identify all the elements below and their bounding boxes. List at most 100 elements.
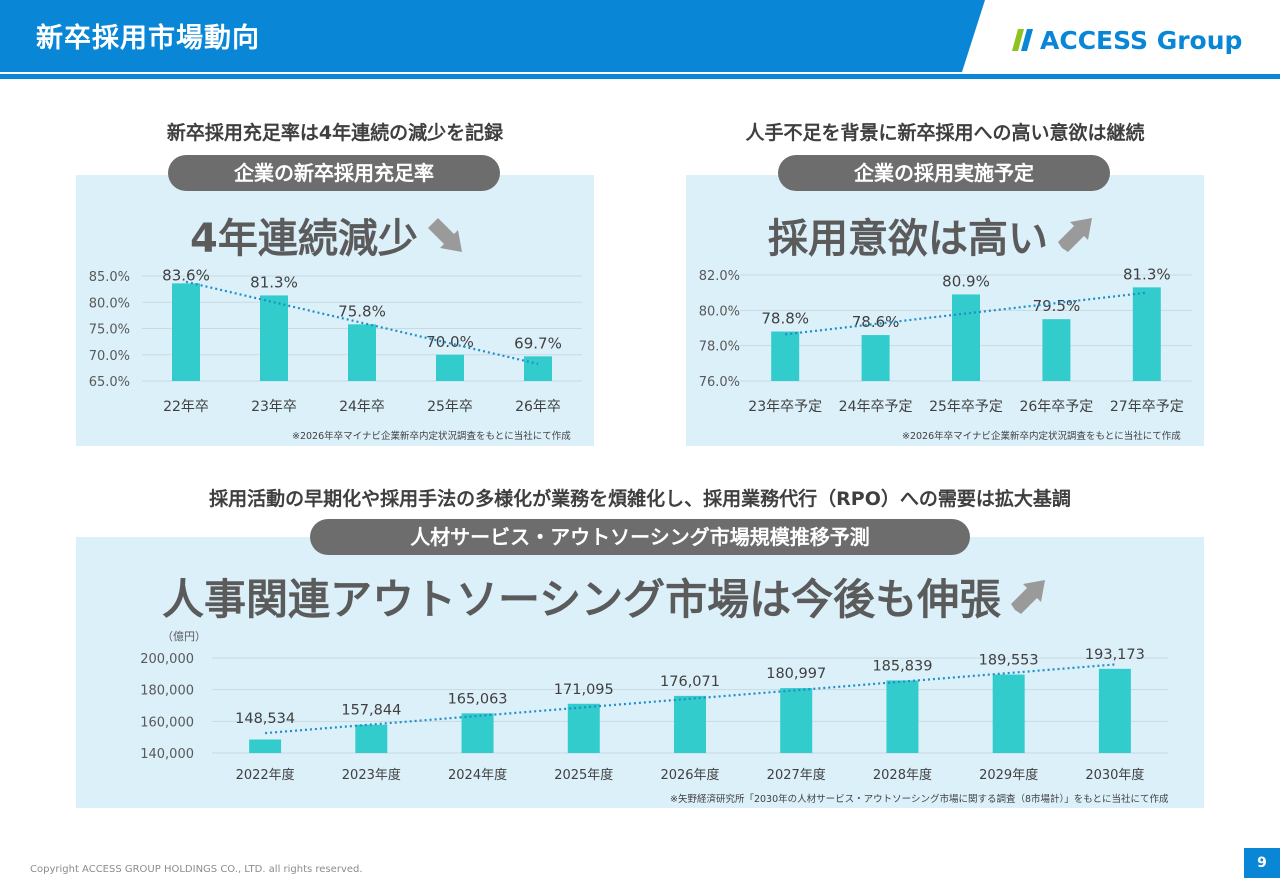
chart-bar [260, 295, 288, 381]
header-bar: 新卒採用市場動向 ACCESS Group [0, 0, 1280, 72]
x-tick-label: 25年卒 [427, 399, 473, 415]
y-tick-label: 200,000 [140, 652, 194, 667]
data-label: 180,997 [766, 666, 826, 682]
x-tick-label: 26年卒予定 [1019, 399, 1093, 415]
chart-bar [567, 703, 600, 753]
x-tick-label: 2025年度 [554, 767, 613, 783]
left-headline: 4年連続減少 [190, 206, 466, 264]
data-label: 176,071 [660, 674, 720, 690]
x-tick-label: 23年卒予定 [748, 399, 822, 415]
x-tick-label: 2028年度 [873, 767, 932, 783]
data-label: 157,844 [341, 703, 401, 719]
data-label: 165,063 [448, 691, 508, 707]
bottom-pill-label: 人材サービス・アウトソーシング市場規模推移予測 [310, 519, 970, 555]
data-label: 75.8% [338, 302, 386, 320]
chart-bar [886, 680, 919, 753]
chart-bar [1042, 319, 1071, 381]
right-headline-text: 採用意欲は高い [768, 216, 1048, 262]
data-label: 171,095 [554, 682, 614, 698]
chart-left: 65.0% 70.0% 75.0% 80.0% 85.0% 83.6% 22年卒 81.3% 2… [89, 266, 582, 415]
data-label: 81.3% [250, 273, 298, 291]
header-divider [0, 74, 1280, 79]
x-tick-label: 24年卒予定 [839, 399, 913, 415]
chart-bar [355, 724, 388, 753]
left-pill-label: 企業の新卒採用充足率 [168, 155, 500, 191]
x-tick-label: 2024年度 [448, 767, 507, 783]
y-tick-label: 160,000 [140, 715, 194, 730]
chart-bar [524, 356, 552, 381]
data-label: 70.0% [426, 333, 474, 351]
y-tick-label: 65.0% [89, 375, 130, 390]
arrow-down-right-icon [427, 218, 462, 252]
x-tick-label: 2022年度 [236, 767, 295, 783]
x-tick-label: 25年卒予定 [929, 399, 1003, 415]
x-tick-label: 26年卒 [515, 399, 561, 415]
bottom-headline: 人事関連アウトソーシング市場は今後も伸張 [162, 566, 1049, 627]
chart-bottom: 140,000 160,000 180,000 200,000 148,534 2022年… [140, 630, 1168, 783]
x-tick-label: 27年卒予定 [1110, 399, 1184, 415]
trend-line [265, 663, 1115, 735]
copyright-text: Copyright ACCESS GROUP HOLDINGS CO., LTD… [30, 864, 363, 875]
x-tick-label: 2030年度 [1085, 767, 1144, 783]
data-label: 148,534 [235, 711, 295, 727]
arrow-up-right-icon [1011, 579, 1046, 614]
chart-bar [861, 335, 890, 381]
company-logo: ACCESS Group [1012, 24, 1242, 56]
chart-bar [249, 739, 282, 753]
bottom-chart-panel [76, 537, 1204, 808]
x-tick-label: 2027年度 [767, 767, 826, 783]
logo-mark-icon [1012, 29, 1033, 51]
bottom-lead-text: 採用活動の早期化や採用手法の多様化が業務を煩雑化し、採用業務代行（RPO）への需… [209, 488, 1071, 510]
data-label: 69.7% [514, 334, 562, 352]
left-headline-text: 4年連続減少 [190, 216, 418, 262]
y-tick-label: 78.0% [699, 340, 740, 355]
page-title: 新卒採用市場動向 [36, 23, 260, 54]
y-tick-label: 80.0% [89, 296, 130, 311]
chart-bar [1098, 668, 1131, 753]
arrow-up-right-icon [1058, 218, 1092, 252]
chart-bar [952, 294, 980, 381]
page-number: 9 [1244, 848, 1280, 878]
y-tick-label: 76.0% [699, 375, 740, 390]
logo-text: ACCESS Group [1040, 25, 1243, 55]
y-tick-label: 80.0% [699, 304, 740, 319]
trend-line [185, 280, 539, 365]
y-tick-label: 180,000 [140, 684, 194, 699]
bottom-headline-text: 人事関連アウトソーシング市場は今後も伸張 [162, 575, 1002, 624]
data-label: 193,173 [1085, 647, 1145, 663]
x-tick-label: 24年卒 [339, 399, 385, 415]
data-label: 189,553 [979, 653, 1039, 669]
x-tick-label: 23年卒 [251, 399, 297, 415]
data-label: 83.6% [162, 266, 210, 284]
data-label: 81.3% [1123, 265, 1171, 283]
y-tick-label: 140,000 [140, 747, 194, 762]
chart-right: 76.0% 78.0% 80.0% 82.0% 78.8% 23年卒予定 78.6% 24年卒… [699, 265, 1192, 415]
chart-bar [674, 695, 706, 753]
chart-bar [1132, 287, 1161, 381]
right-lead-text: 人手不足を背景に新卒採用への高い意欲は継続 [745, 122, 1145, 144]
y-tick-label: 75.0% [89, 323, 130, 338]
chart-bar [436, 354, 464, 381]
data-label: 80.9% [942, 272, 990, 290]
x-tick-label: 2023年度 [342, 767, 401, 783]
x-tick-label: 22年卒 [163, 399, 209, 415]
x-tick-label: 2029年度 [979, 767, 1038, 783]
data-label: 78.6% [852, 313, 900, 331]
right-pill-label: 企業の採用実施予定 [778, 155, 1110, 191]
chart-bar [771, 331, 800, 381]
right-source-note: ※2026年卒マイナビ企業新卒内定状況調査をもとに当社にて作成 [902, 431, 1181, 442]
x-tick-label: 2026年度 [660, 767, 719, 783]
chart-bar [780, 688, 813, 753]
left-source-note: ※2026年卒マイナビ企業新卒内定状況調査をもとに当社にて作成 [292, 431, 571, 442]
chart-bar [172, 283, 200, 381]
chart-bar [348, 324, 376, 381]
left-lead-text: 新卒採用充足率は4年連続の減少を記録 [166, 122, 504, 144]
y-tick-label: 85.0% [89, 270, 130, 285]
data-label: 185,839 [872, 658, 932, 674]
unit-label: （億円） [162, 630, 206, 643]
bottom-source-note: ※矢野経済研究所「2030年の人材サービス・アウトソーシング市場に関する調査（8… [670, 794, 1169, 805]
right-headline: 採用意欲は高い [768, 206, 1096, 264]
data-label: 78.8% [761, 310, 809, 328]
header-background [0, 0, 985, 72]
left-chart-panel [76, 175, 594, 446]
